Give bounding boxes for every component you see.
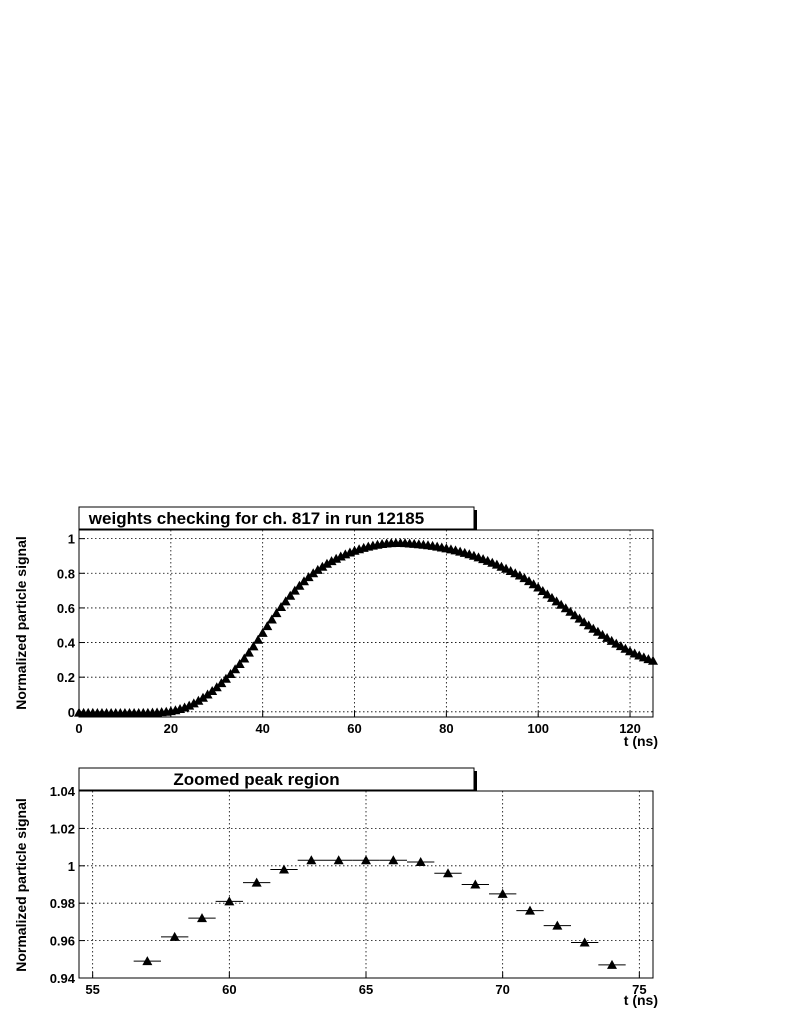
data-point [537,585,548,595]
y-axis-label: Normalized particle signal [13,536,29,710]
data-point [230,664,241,674]
data-point [648,655,658,665]
y-axis-label: Normalized particle signal [13,798,29,972]
x-tick-label: 70 [495,982,509,997]
data-point [333,855,344,865]
x-tick-label: 55 [85,982,99,997]
data-point [271,608,282,618]
data-point [321,558,332,568]
x-axis-label: t (ns) [624,733,658,749]
data-point [533,582,544,592]
data-point [592,626,603,636]
plot-frame [78,529,654,718]
data-point [294,580,305,590]
data-point [188,698,199,708]
y-tick-label: 0.94 [50,971,76,986]
x-tick-label: 40 [255,721,269,736]
data-point [276,602,287,612]
data-point [289,585,300,595]
data-point [285,590,296,600]
data-point [415,857,426,867]
x-tick-label: 20 [164,721,178,736]
data-point [220,673,231,683]
data-point [308,568,319,578]
data-point [569,610,580,620]
data-point [317,561,328,571]
data-point [243,647,254,657]
x-tick-label: 60 [347,721,361,736]
chart-panel-2: Zoomed peak region 55 60 65 70 75 0.94 0.96 0.98… [13,767,658,1008]
data-point [197,913,207,923]
data-point [253,634,264,644]
data-point [279,864,289,874]
data-point [312,564,323,574]
data-point [524,576,535,586]
chart-title: weights checking for ch. 817 in run 1218… [88,509,424,528]
data-point [331,553,342,563]
data-point [225,669,236,679]
data-point [142,956,153,966]
y-tick-label: 0.96 [50,934,75,949]
y-tick-label: 1.04 [50,784,76,799]
y-tick-label: 0.8 [57,566,75,581]
data-point [560,603,571,613]
data-point [234,659,245,669]
y-tick-label: 0.6 [57,601,75,616]
data-point [169,931,180,941]
x-tick-label: 100 [527,721,549,736]
y-tick-label: 0 [68,705,75,720]
data-point [197,692,208,702]
x-tick-label: 65 [359,982,373,997]
data-point [248,641,259,651]
data-point [556,599,567,609]
data-point [280,596,291,606]
data-point [251,877,262,887]
y-tick-label: 1 [68,532,75,547]
x-axis-label: t (ns) [624,992,658,1008]
y-tick-label: 0.98 [50,896,75,911]
y-tick-label: 1.02 [50,821,75,836]
x-tick-label: 75 [632,982,646,997]
data-point [546,592,557,602]
data-point [306,855,317,865]
data-point [583,620,594,630]
x-tick-label: 120 [619,721,641,736]
data-point [388,855,399,865]
data-point [257,627,268,637]
title-box [78,767,475,791]
x-tick-label: 60 [222,982,236,997]
x-tick-label: 0 [75,721,82,736]
data-point [262,621,273,631]
y-tick-label: 1 [68,859,75,874]
data-point [239,653,250,663]
data-point [588,623,599,633]
data-point [579,617,590,627]
data-point [565,606,576,616]
chart-panel-1: weights checking for ch. 817 in run 1218… [13,506,658,749]
x-tick-label: 80 [439,721,453,736]
data-point [574,613,585,623]
chart-title: Zoomed peak region [173,770,339,789]
data-point [184,700,195,710]
data-point [525,905,535,915]
y-tick-label: 0.2 [57,670,75,685]
data-point [224,896,235,906]
data-point [542,589,553,599]
data-point [551,596,562,606]
y-tick-label: 0.4 [57,636,76,651]
data-point [470,879,481,889]
data-point [497,888,508,898]
data-point [326,556,337,566]
data-point [579,937,590,947]
data-point [202,689,213,699]
title-box [78,506,475,530]
data-point [607,959,617,969]
data-point [552,920,563,930]
data-point [443,868,453,878]
data-point [361,855,371,865]
data-point [193,695,204,705]
data-point [266,614,277,624]
data-point [528,579,539,589]
